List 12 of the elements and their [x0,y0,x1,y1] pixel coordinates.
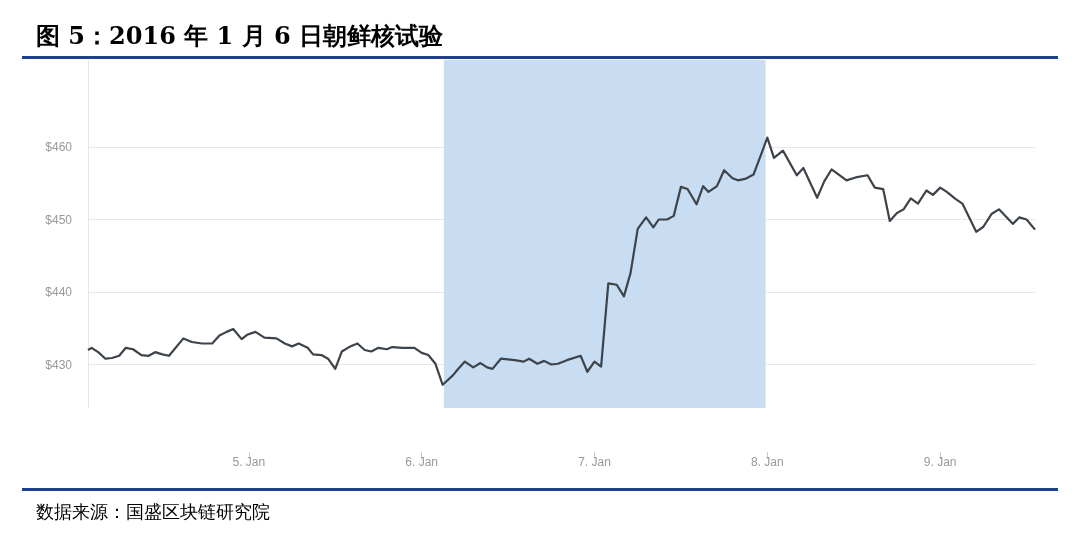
x-tick-label: 8. Jan [750,455,784,469]
x-tick-label: 5. Jan [232,455,266,469]
x-tick-label: 7. Jan [578,455,611,469]
y-tick-label: $440 [45,285,73,299]
y-tick-label: $460 [45,140,73,154]
line-series [86,136,1037,386]
y-tick-label: $430 [45,357,73,372]
x-tick-label: 6. Jan [405,455,439,469]
chart-title: 图 5：2016 年 1 月 6 日朝鲜核试验 [36,20,444,52]
y-tick-label: $450 [45,212,73,227]
source-note: 数据来源：国盛区块链研究院 [36,500,270,524]
x-tick-label: 9. Jan [923,455,957,469]
